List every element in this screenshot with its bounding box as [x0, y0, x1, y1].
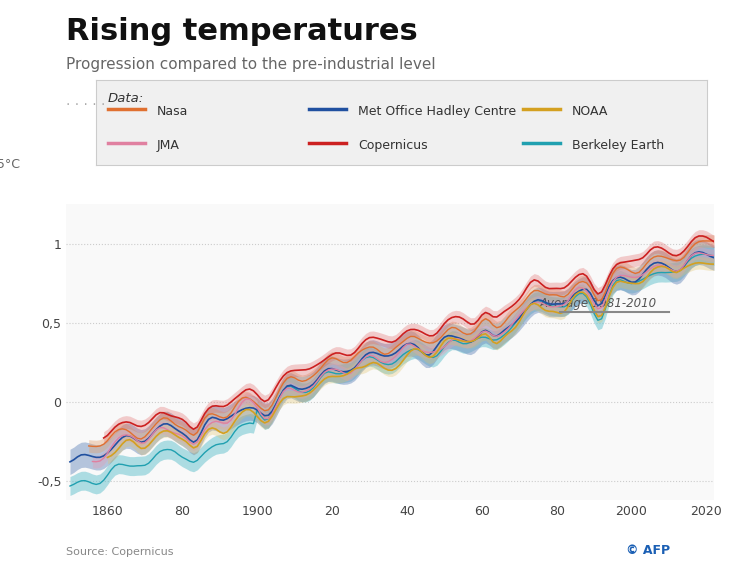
- Text: NOAA: NOAA: [572, 105, 609, 118]
- Text: Rising temperatures: Rising temperatures: [66, 17, 418, 46]
- Text: Average 1981-2010: Average 1981-2010: [539, 297, 657, 310]
- Text: © AFP: © AFP: [626, 544, 670, 557]
- Text: 1.5°C: 1.5°C: [0, 158, 21, 172]
- Text: Nasa: Nasa: [157, 105, 188, 118]
- Text: Copernicus: Copernicus: [358, 139, 428, 152]
- Text: Data:: Data:: [108, 92, 144, 105]
- Text: · · · · ·: · · · · ·: [66, 98, 105, 112]
- Text: Met Office Hadley Centre: Met Office Hadley Centre: [358, 105, 517, 118]
- Text: Berkeley Earth: Berkeley Earth: [572, 139, 665, 152]
- Text: Progression compared to the pre-industrial level: Progression compared to the pre-industri…: [66, 57, 436, 72]
- Text: Source: Copernicus: Source: Copernicus: [66, 546, 174, 557]
- Text: JMA: JMA: [157, 139, 180, 152]
